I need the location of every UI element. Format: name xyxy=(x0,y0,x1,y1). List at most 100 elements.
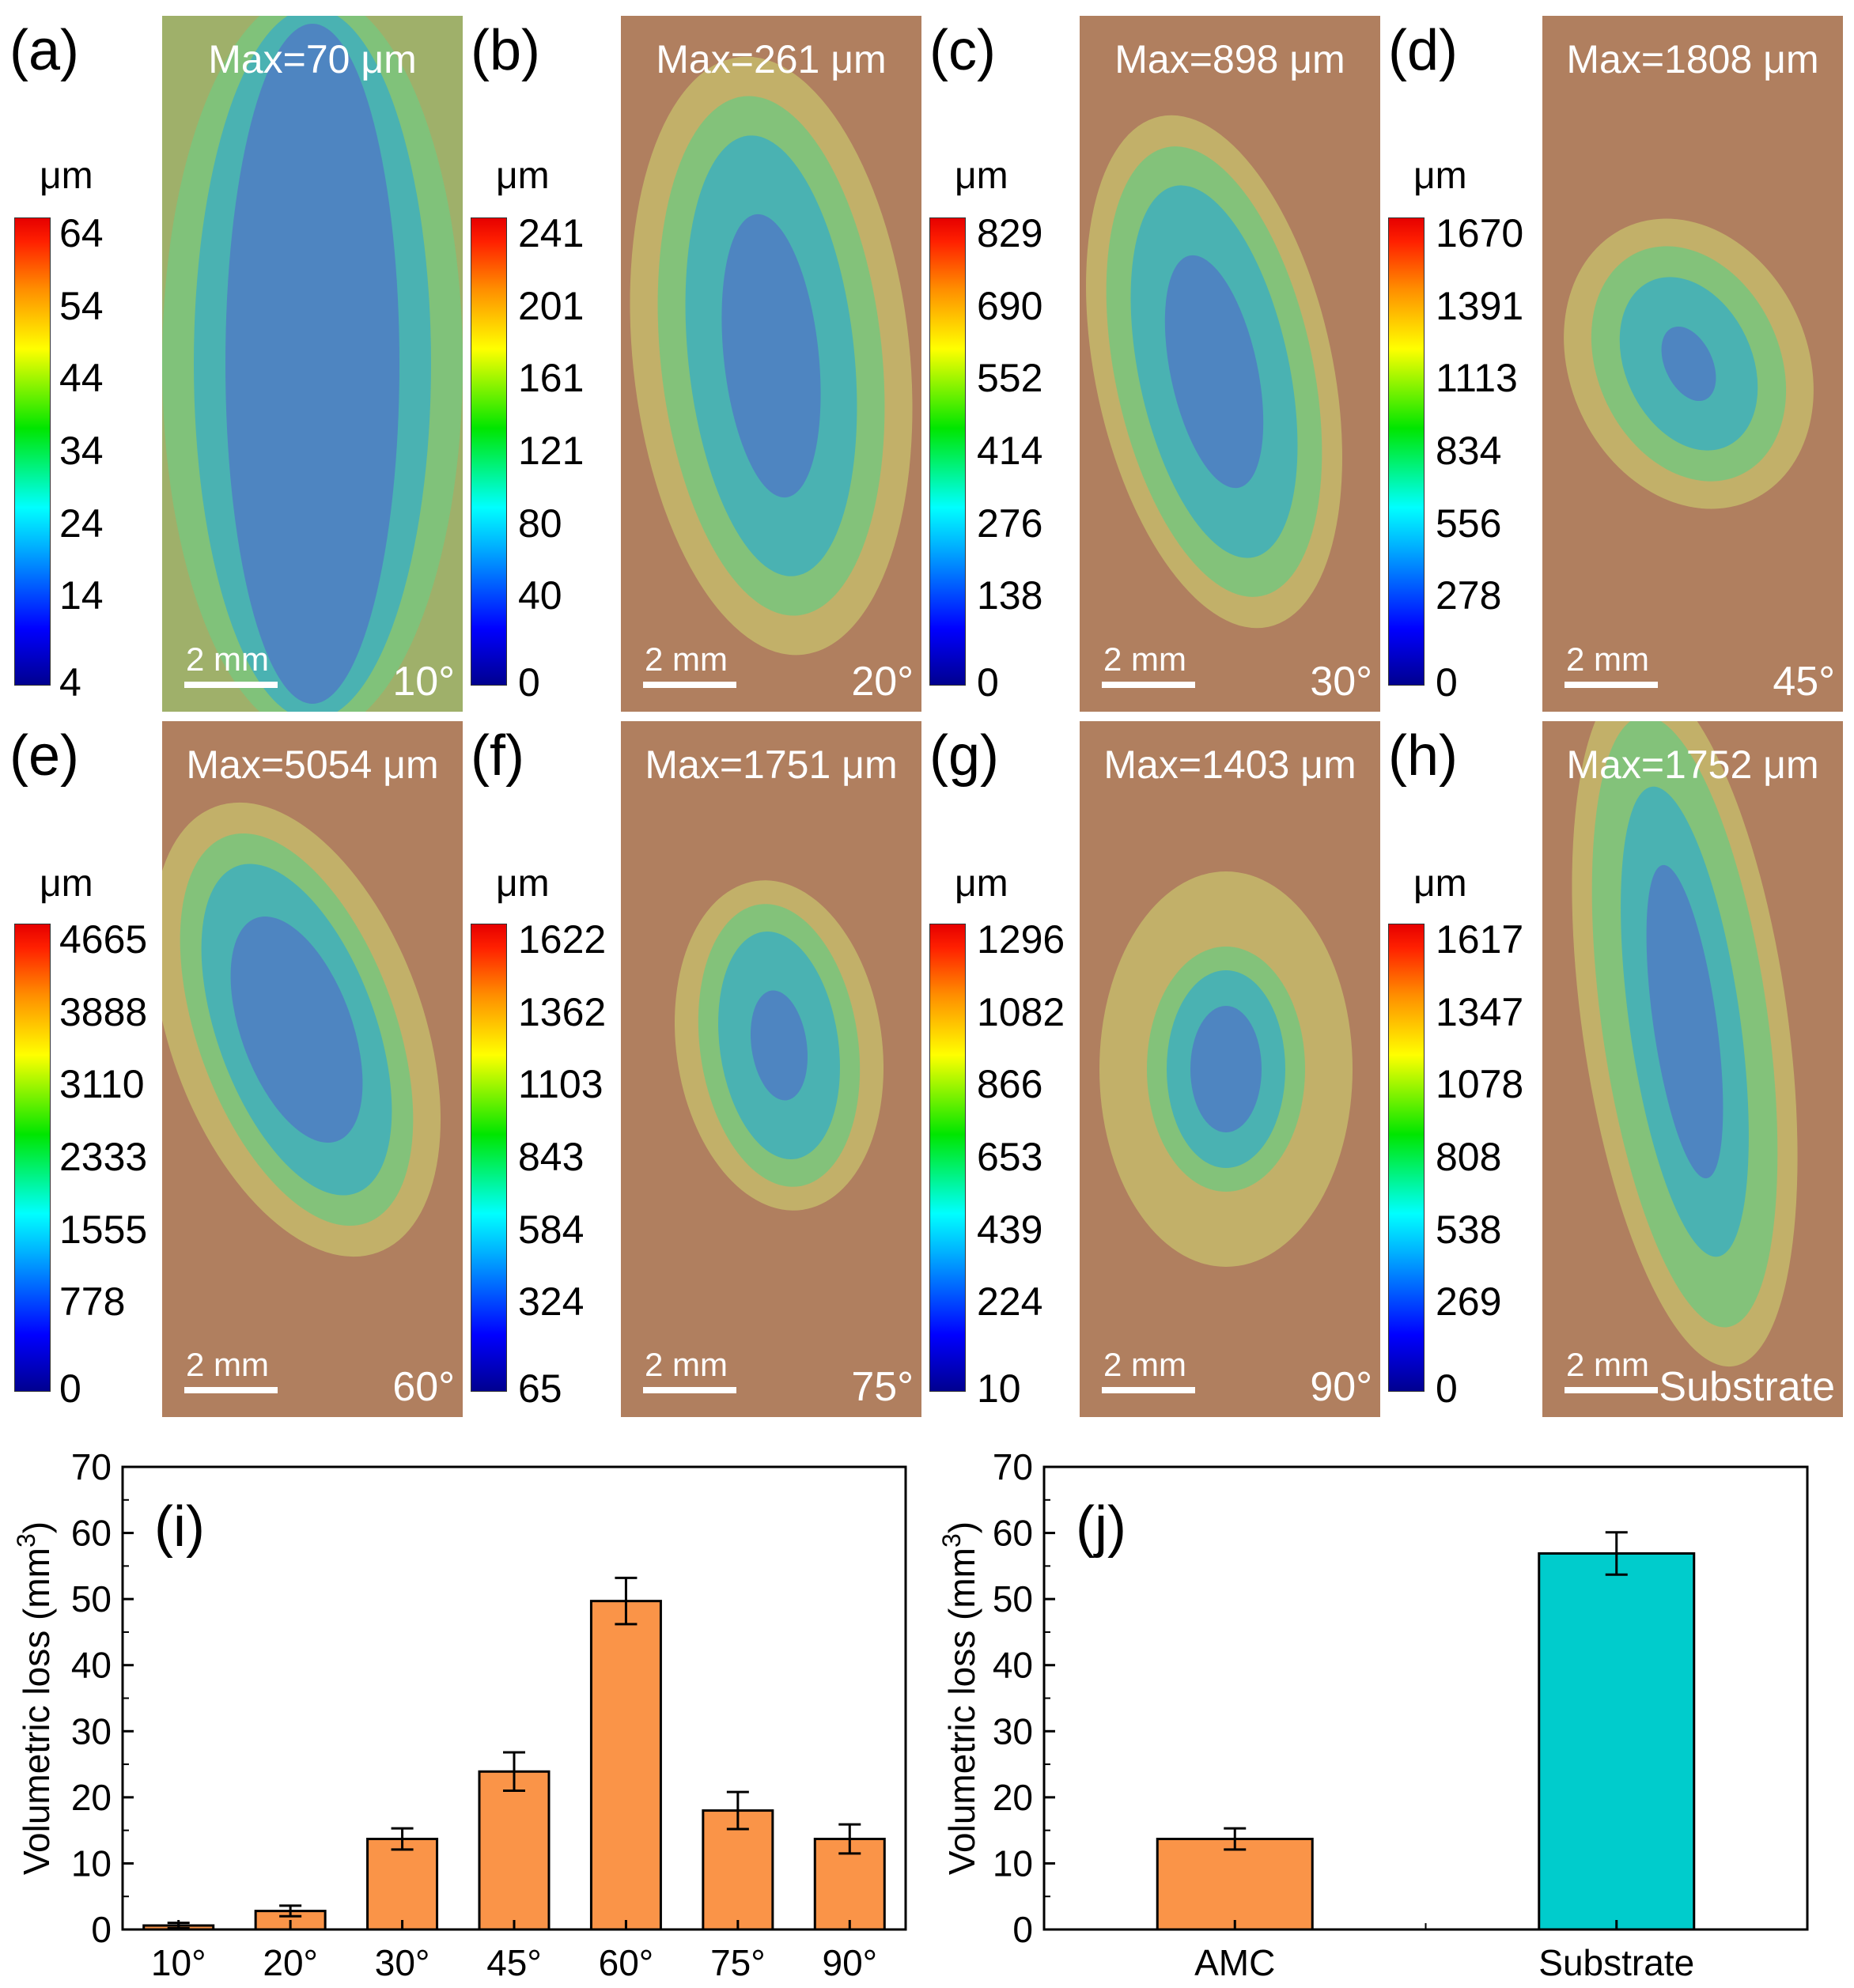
colorbar-tick-label: 161 xyxy=(518,356,585,401)
impact-angle-label: Substrate xyxy=(1659,1364,1835,1410)
colorbar-tick-label: 1347 xyxy=(1436,989,1524,1034)
colorbar-tick-label: 14 xyxy=(59,573,104,618)
scale-bar-label: 2 mm xyxy=(186,1346,269,1383)
colorbar xyxy=(14,924,51,1392)
colorbar-unit: μm xyxy=(496,863,550,905)
impact-angle-label: 90° xyxy=(1310,1364,1372,1410)
y-tick-label: 70 xyxy=(993,1446,1033,1487)
colorbar-tick-label: 4665 xyxy=(59,917,148,962)
panel-letter: (e) xyxy=(9,724,79,788)
y-tick-label: 40 xyxy=(993,1645,1033,1686)
colorbar xyxy=(14,217,51,686)
colorbar xyxy=(1388,924,1425,1392)
colorbar-tick-label: 1296 xyxy=(977,917,1065,962)
colorbar-tick-label: 224 xyxy=(977,1279,1043,1325)
scale-bar xyxy=(184,682,278,688)
colorbar-tick-label: 40 xyxy=(518,573,562,618)
x-tick-label: 20° xyxy=(263,1942,318,1983)
y-tick-label: 40 xyxy=(71,1645,112,1686)
depth-map: Max=1751 μm 2 mm 75° xyxy=(621,721,921,1417)
depth-map: Max=5054 μm 2 mm 60° xyxy=(162,721,463,1417)
depth-contour xyxy=(1190,1006,1262,1132)
colorbar-tick-label: 808 xyxy=(1436,1135,1502,1179)
bar xyxy=(1538,1551,1696,1931)
depth-map-image xyxy=(1564,218,1814,509)
y-tick-label: 60 xyxy=(71,1513,112,1554)
colorbar-tick-label: 4 xyxy=(59,660,81,705)
colorbar-tick-label: 1362 xyxy=(518,989,607,1034)
bar xyxy=(702,1809,774,1931)
colorbar-tick-label: 843 xyxy=(518,1135,585,1179)
y-tick-label: 20 xyxy=(993,1777,1033,1818)
y-axis-label: Volumetric loss (mm3) xyxy=(937,1521,982,1875)
impact-angle-label: 45° xyxy=(1773,659,1835,705)
depth-map-image xyxy=(162,802,441,1257)
impact-angle-label: 30° xyxy=(1310,659,1372,705)
scale-bar-label: 2 mm xyxy=(1103,641,1186,678)
y-tick-label: 30 xyxy=(71,1710,112,1752)
x-tick-label: Substrate xyxy=(1538,1942,1694,1983)
depth-map: Max=1403 μm 2 mm 90° xyxy=(1080,721,1380,1417)
colorbar-tick-label: 54 xyxy=(59,283,104,328)
colorbar xyxy=(1388,217,1425,686)
scale-bar xyxy=(1565,1387,1658,1393)
colorbar-tick-label: 64 xyxy=(59,211,104,255)
x-tick-label: AMC xyxy=(1194,1942,1275,1983)
depth-contour xyxy=(721,214,821,498)
depth-map-image xyxy=(1572,721,1798,1367)
depth-contour xyxy=(1661,326,1716,402)
max-depth-label: Max=1751 μm xyxy=(645,743,898,787)
depth-contour xyxy=(1646,864,1723,1179)
panel-letter: (h) xyxy=(1388,724,1458,788)
panel-letter: (a) xyxy=(9,19,79,82)
colorbar-tick-label: 1082 xyxy=(977,989,1065,1034)
colorbar-tick-label: 1103 xyxy=(518,1062,603,1107)
max-depth-label: Max=1752 μm xyxy=(1566,743,1819,787)
colorbar-tick-label: 538 xyxy=(1436,1207,1502,1252)
depth-map: Max=70 μm 2 mm 10° xyxy=(162,16,463,712)
colorbar-tick-label: 1670 xyxy=(1436,211,1524,255)
colorbar-tick-label: 34 xyxy=(59,429,104,473)
colorbar-unit: μm xyxy=(1413,155,1467,197)
max-depth-label: Max=5054 μm xyxy=(186,743,439,787)
colorbar xyxy=(929,217,966,686)
max-depth-label: Max=70 μm xyxy=(208,37,417,81)
colorbar-tick-label: 653 xyxy=(977,1135,1043,1179)
depth-map-image xyxy=(1099,871,1353,1267)
impact-angle-label: 60° xyxy=(392,1364,455,1410)
colorbar-tick-label: 0 xyxy=(1436,1366,1458,1411)
colorbar-tick-label: 778 xyxy=(59,1279,126,1325)
colorbar-tick-label: 121 xyxy=(518,429,585,473)
panel-letter: (b) xyxy=(471,19,540,82)
scale-bar-label: 2 mm xyxy=(645,1346,728,1383)
colorbar xyxy=(471,217,507,686)
depth-map: Max=1752 μm 2 mm Substrate xyxy=(1542,721,1843,1417)
colorbar-tick-label: 829 xyxy=(977,211,1043,255)
colorbar-tick-label: 2333 xyxy=(59,1135,148,1179)
impact-angle-label: 75° xyxy=(851,1364,914,1410)
depth-contour xyxy=(225,24,399,704)
max-depth-label: Max=1808 μm xyxy=(1566,37,1819,81)
colorbar-tick-label: 1078 xyxy=(1436,1062,1524,1107)
panel-letter: (d) xyxy=(1388,19,1458,82)
bar xyxy=(478,1770,551,1931)
bar xyxy=(366,1838,439,1931)
x-tick-label: 45° xyxy=(486,1942,542,1983)
colorbar-unit: μm xyxy=(40,863,93,905)
y-tick-label: 10 xyxy=(993,1842,1033,1884)
y-tick-label: 0 xyxy=(91,1909,112,1950)
x-tick-label: 10° xyxy=(151,1942,206,1983)
colorbar-tick-label: 324 xyxy=(518,1279,585,1325)
y-tick-label: 50 xyxy=(993,1578,1033,1620)
colorbar xyxy=(471,924,507,1392)
colorbar-tick-label: 866 xyxy=(977,1062,1043,1107)
colorbar-unit: μm xyxy=(955,863,1008,905)
colorbar-tick-label: 24 xyxy=(59,501,104,546)
y-axis-label: Volumetric loss (mm3) xyxy=(12,1521,57,1875)
scale-bar-label: 2 mm xyxy=(645,641,728,678)
depth-map-image xyxy=(1086,115,1342,629)
colorbar-tick-label: 138 xyxy=(977,573,1043,618)
x-tick-label: 30° xyxy=(375,1942,430,1983)
colorbar-tick-label: 1391 xyxy=(1436,283,1524,328)
